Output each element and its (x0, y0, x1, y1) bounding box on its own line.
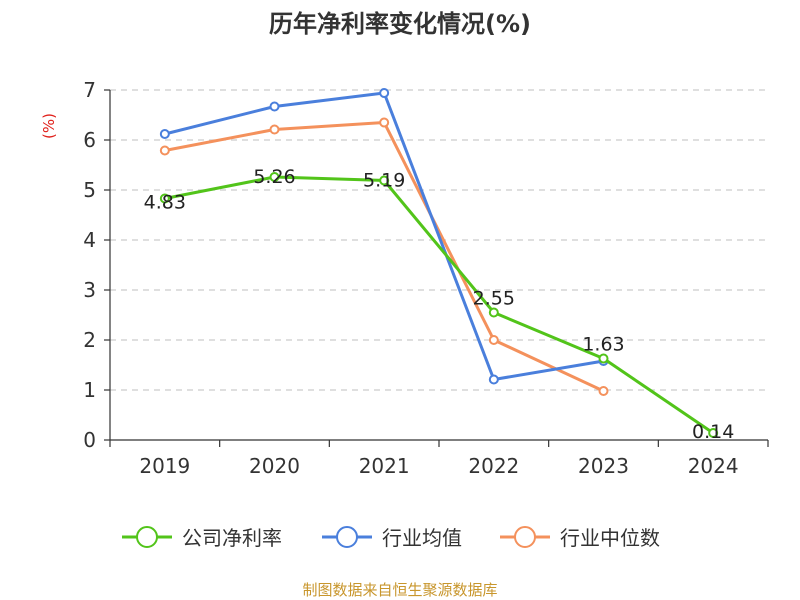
legend-marker (514, 526, 536, 548)
y-tick-label: 4 (83, 228, 96, 252)
series-2 (159, 117, 609, 396)
y-tick-label: 1 (83, 378, 96, 402)
data-label-2023: 1.63 (582, 334, 624, 356)
y-tick-label: 7 (83, 78, 96, 102)
data-label-2021: 5.19 (363, 170, 405, 192)
data-point (379, 88, 390, 98)
x-tick-label-2024: 2024 (688, 454, 739, 478)
series-line-2 (163, 121, 605, 393)
series-1 (159, 88, 609, 385)
data-label-2020: 5.26 (253, 166, 295, 188)
data-point (159, 193, 170, 204)
legend-label: 公司净利率 (182, 526, 282, 550)
series-line-1 (163, 91, 605, 381)
x-tick-label-2022: 2022 (468, 454, 519, 478)
series-lines (159, 88, 719, 438)
x-tick-label-2021: 2021 (359, 454, 410, 478)
data-point (269, 124, 280, 135)
source-note: 制图数据来自恒生聚源数据库 (302, 581, 497, 599)
data-point (159, 145, 170, 156)
data-label-2019: 4.83 (144, 192, 186, 214)
legend-item-2[interactable]: 行业中位数 (500, 526, 660, 550)
data-point (379, 175, 390, 186)
axes: 0 1 2 3 4 5 6 7 2019 2020 2021 2022 2023 2024 (83, 78, 769, 478)
y-tick-label: 2 (83, 328, 96, 352)
data-point (488, 307, 499, 318)
data-point (159, 129, 170, 139)
data-point (488, 335, 499, 345)
data-label-2022: 2.55 (473, 288, 515, 310)
data-point (379, 117, 390, 128)
legend-marker (336, 526, 358, 548)
data-point (598, 386, 609, 396)
x-tick-label-2020: 2020 (249, 454, 300, 478)
legend: 公司净利率 行业均值 行业中位数 (122, 526, 660, 550)
data-label-2024: 0.14 (692, 421, 734, 443)
chart-title: 历年净利率变化情况(%) (269, 10, 531, 38)
y-axis-unit-label: (%) (40, 113, 58, 139)
data-point (598, 353, 609, 364)
x-tick-label-2023: 2023 (578, 454, 629, 478)
x-tick-label-2019: 2019 (139, 454, 190, 478)
y-tick-label: 0 (83, 428, 96, 452)
data-point (269, 172, 280, 182)
data-point (269, 101, 280, 112)
series-line-0 (163, 175, 715, 435)
legend-label: 行业中位数 (560, 526, 660, 550)
series-0 (159, 172, 719, 438)
data-point (488, 374, 499, 385)
y-tick-label: 3 (83, 278, 96, 302)
data-labels: 4.83 5.26 5.19 2.55 1.63 0.14 (144, 166, 735, 443)
legend-item-1[interactable]: 行业均值 (322, 526, 462, 550)
legend-marker (136, 526, 158, 548)
data-point (708, 428, 719, 438)
legend-item-0[interactable]: 公司净利率 (122, 526, 282, 550)
y-tick-label: 6 (83, 128, 96, 152)
legend-label: 行业均值 (382, 526, 462, 550)
y-tick-label: 5 (83, 178, 96, 202)
